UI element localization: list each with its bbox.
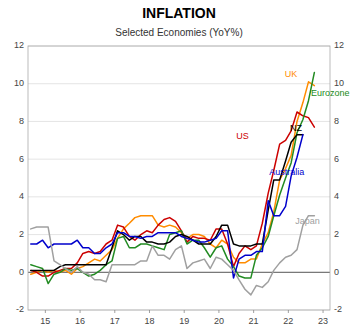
y2-tick-label: -2 (334, 304, 342, 314)
x-tick (114, 310, 115, 313)
grid-line (28, 83, 330, 84)
x-tick (149, 310, 150, 313)
y2-tick-label: 4 (334, 191, 339, 201)
y2-tick-label: 0 (334, 267, 339, 277)
x-tick-label: 21 (249, 316, 259, 326)
x-tick (218, 310, 219, 313)
series-label: NZ (290, 123, 302, 133)
y-tick-label: 12 (14, 40, 24, 50)
series-line (31, 112, 315, 276)
y-tick-label: 0 (19, 267, 24, 277)
x-tick (253, 310, 254, 313)
subtitle: Selected Economies (YoY%) (115, 27, 242, 38)
series-line (31, 72, 315, 283)
x-tick-label: 19 (179, 316, 189, 326)
grid-line (28, 196, 330, 197)
x-tick (323, 310, 324, 313)
y-tick-label: 10 (14, 78, 24, 88)
series-label: Australia (269, 167, 304, 177)
grid (28, 46, 330, 310)
x-tick (288, 310, 289, 313)
chart: INFLATION Selected Economies (YoY%) -2 0 2 4 6… (0, 0, 358, 334)
y2-tick-label: 8 (334, 116, 339, 126)
y2-tick-label: 12 (334, 40, 344, 50)
x-tick-label: 20 (214, 316, 224, 326)
x-tick-label: 23 (318, 316, 328, 326)
series-label: US (236, 131, 249, 141)
x-tick-label: 16 (75, 316, 85, 326)
y2-tick-label: 6 (334, 154, 339, 164)
y-tick-label: 4 (19, 191, 24, 201)
y2-tick-label: 2 (334, 229, 339, 239)
x-tick (80, 310, 81, 313)
x-tick-label: 17 (110, 316, 120, 326)
x-tick-label: 22 (283, 316, 293, 326)
grid-line (28, 159, 330, 160)
y-tick-label: 2 (19, 229, 24, 239)
series-label: UK (285, 69, 298, 79)
x-tick-label: 15 (40, 316, 50, 326)
y-tick-label: 8 (19, 116, 24, 126)
grid-line (28, 121, 330, 122)
series-label: Eurozone (311, 88, 350, 98)
series-line (31, 216, 315, 295)
title: INFLATION (142, 5, 216, 21)
y-tick-label: 6 (19, 154, 24, 164)
y-tick-label: -2 (16, 304, 24, 314)
series-label: Japan (295, 216, 320, 226)
x-tick-label: 18 (144, 316, 154, 326)
x-tick (45, 310, 46, 313)
plot-frame (28, 46, 330, 310)
x-tick (184, 310, 185, 313)
lines (31, 72, 315, 295)
